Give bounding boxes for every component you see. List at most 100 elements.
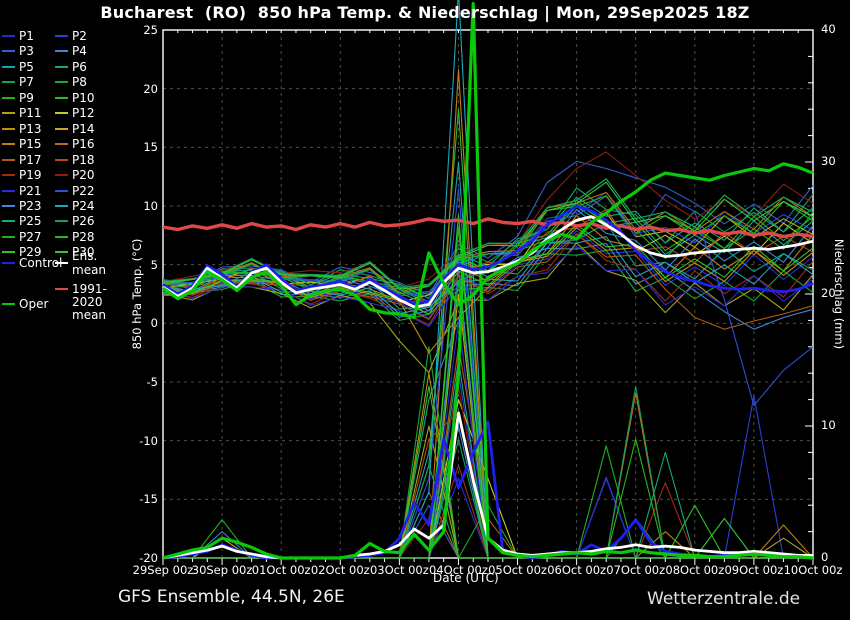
legend-item-p20: P20 bbox=[55, 168, 95, 182]
legend-item-p9-label: P9 bbox=[19, 91, 34, 105]
legend-item-p6: P6 bbox=[55, 60, 87, 74]
legend-item-p5-line-sample bbox=[2, 66, 15, 68]
legend-item-control: Control bbox=[2, 256, 62, 270]
legend-item-oper-label: Oper bbox=[19, 297, 48, 311]
legend-item-p25-line-sample bbox=[2, 220, 15, 222]
legend-item-p20-label: P20 bbox=[72, 168, 95, 182]
legend-item-p8-line-sample bbox=[55, 81, 68, 83]
legend-item-p5-label: P5 bbox=[19, 60, 34, 74]
y-left-tick-label: 15 bbox=[100, 140, 158, 154]
legend-item-p3-line-sample bbox=[2, 50, 15, 52]
legend-item-p7: P7 bbox=[2, 75, 34, 89]
legend-item-p6-line-sample bbox=[55, 66, 68, 68]
legend-item-p14-label: P14 bbox=[72, 122, 95, 136]
legend-item-p8-label: P8 bbox=[72, 75, 87, 89]
x-axis-label: Date (UTC) bbox=[433, 571, 499, 585]
y-left-tick-label: 20 bbox=[100, 82, 158, 96]
legend-item-p13-label: P13 bbox=[19, 122, 42, 136]
y-left-tick-label: 5 bbox=[100, 258, 158, 272]
legend-item-p26-label: P26 bbox=[72, 214, 95, 228]
legend-item-p26-line-sample bbox=[55, 220, 68, 222]
legend-item-p30-line-sample bbox=[55, 251, 68, 253]
legend-item-p2-label: P2 bbox=[72, 29, 87, 43]
legend-item-p28-label: P28 bbox=[72, 230, 95, 244]
legend-item-p21: P21 bbox=[2, 184, 42, 198]
legend-item-p11-line-sample bbox=[2, 112, 15, 114]
legend-item-p15-label: P15 bbox=[19, 137, 42, 151]
legend-item-p16-line-sample bbox=[55, 143, 68, 145]
legend-item-p17-label: P17 bbox=[19, 153, 42, 167]
legend-item-p3: P3 bbox=[2, 44, 34, 58]
y-right-tick-label: 0 bbox=[821, 550, 828, 564]
legend-item-p12-line-sample bbox=[55, 112, 68, 114]
y-axis-label-right: Niederschlag (mm) bbox=[832, 239, 846, 349]
legend-item-p14: P14 bbox=[55, 122, 95, 136]
y-right-tick-label: 10 bbox=[821, 418, 836, 432]
y-left-tick-label: 0 bbox=[100, 316, 158, 330]
legend-item-p1-label: P1 bbox=[19, 29, 34, 43]
legend-item-p16: P16 bbox=[55, 137, 95, 151]
legend-item-p27-line-sample bbox=[2, 236, 15, 238]
legend: P1 P2 P3 P4 P5 P6 P7 P8 P9 P10 P11 P12 P13 P14 P15 P16 P… bbox=[0, 0, 120, 320]
legend-item-p9: P9 bbox=[2, 91, 34, 105]
legend-item-p28-line-sample bbox=[55, 236, 68, 238]
legend-item-p10-label: P10 bbox=[72, 91, 95, 105]
legend-item-p10-line-sample bbox=[55, 97, 68, 99]
chart-title: Bucharest (RO) 850 hPa Temp. & Niedersch… bbox=[0, 3, 850, 22]
legend-item-p15-line-sample bbox=[2, 143, 15, 145]
y-right-tick-label: 40 bbox=[821, 22, 836, 36]
legend-item-p8: P8 bbox=[55, 75, 87, 89]
legend-item-p6-label: P6 bbox=[72, 60, 87, 74]
legend-item-p12: P12 bbox=[55, 106, 95, 120]
legend-item-p9-line-sample bbox=[2, 97, 15, 99]
legend-item-p16-label: P16 bbox=[72, 137, 95, 151]
legend-item-p11-label: P11 bbox=[19, 106, 42, 120]
legend-item-p2: P2 bbox=[55, 29, 87, 43]
legend-item-p23-line-sample bbox=[2, 205, 15, 207]
legend-item-p22: P22 bbox=[55, 184, 95, 198]
legend-item-p21-line-sample bbox=[2, 190, 15, 192]
legend-item-p27: P27 bbox=[2, 230, 42, 244]
legend-item-p5: P5 bbox=[2, 60, 34, 74]
branding-text: Wetterzentrale.de bbox=[647, 589, 800, 609]
legend-item-p19-label: P19 bbox=[19, 168, 42, 182]
legend-item-p19: P19 bbox=[2, 168, 42, 182]
legend-item-p24-label: P24 bbox=[72, 199, 95, 213]
legend-item-p17-line-sample bbox=[2, 159, 15, 161]
y-left-tick-label: -10 bbox=[100, 434, 158, 448]
legend-item-p20-line-sample bbox=[55, 174, 68, 176]
legend-item-p11: P11 bbox=[2, 106, 42, 120]
legend-item-p25-label: P25 bbox=[19, 214, 42, 228]
legend-item-p18-line-sample bbox=[55, 159, 68, 161]
legend-item-p22-label: P22 bbox=[72, 184, 95, 198]
legend-item-climate-mean: 1991-2020mean bbox=[55, 283, 120, 309]
legend-item-p25: P25 bbox=[2, 214, 42, 228]
y-left-tick-label: 25 bbox=[100, 23, 158, 37]
legend-item-p4-label: P4 bbox=[72, 44, 87, 58]
legend-item-p21-label: P21 bbox=[19, 184, 42, 198]
legend-item-oper-line-sample bbox=[2, 303, 15, 305]
legend-item-p13-line-sample bbox=[2, 128, 15, 130]
legend-item-p15: P15 bbox=[2, 137, 42, 151]
y-right-tick-label: 30 bbox=[821, 154, 836, 168]
y-left-tick-label: -15 bbox=[100, 492, 158, 506]
y-left-tick-label: 10 bbox=[100, 199, 158, 213]
legend-item-p27-label: P27 bbox=[19, 230, 42, 244]
legend-item-climate-mean-line-sample bbox=[55, 288, 68, 290]
legend-item-p14-line-sample bbox=[55, 128, 68, 130]
legend-item-climate-mean-label: 1991-2020 bbox=[72, 283, 120, 309]
legend-item-p26: P26 bbox=[55, 214, 95, 228]
legend-item-ens-mean-line-sample bbox=[55, 262, 68, 264]
model-info-text: GFS Ensemble, 44.5N, 26E bbox=[118, 587, 345, 607]
y-axis-label-left: 850 hPa Temp. (°C) bbox=[130, 239, 144, 350]
legend-item-p4: P4 bbox=[55, 44, 87, 58]
legend-item-p23: P23 bbox=[2, 199, 42, 213]
legend-item-p17: P17 bbox=[2, 153, 42, 167]
legend-item-control-line-sample bbox=[2, 262, 15, 264]
y-left-tick-label: -5 bbox=[100, 375, 158, 389]
legend-item-p24: P24 bbox=[55, 199, 95, 213]
legend-item-oper: Oper bbox=[2, 297, 48, 311]
legend-item-p18: P18 bbox=[55, 153, 95, 167]
x-tick-label: 10Oct 00z bbox=[768, 563, 850, 577]
legend-item-p1: P1 bbox=[2, 29, 34, 43]
